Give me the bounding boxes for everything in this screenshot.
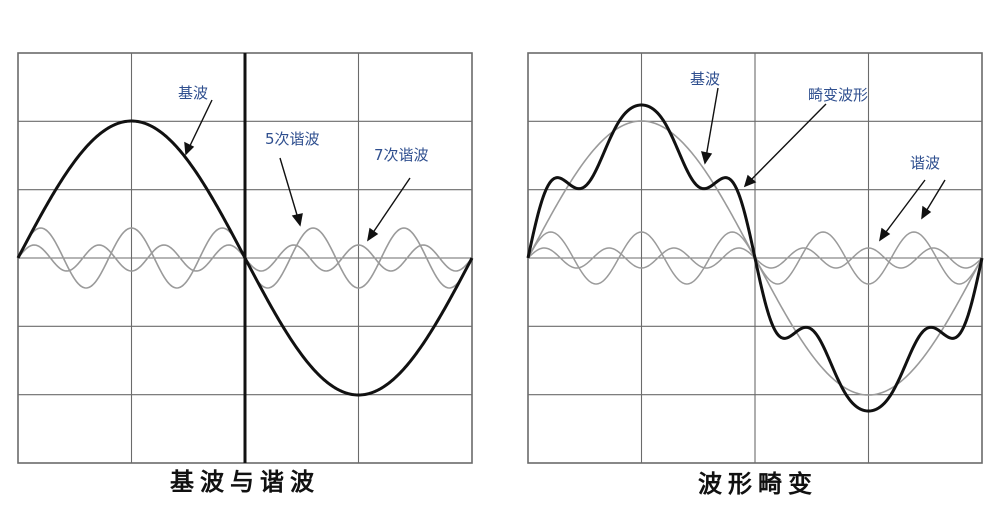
- arrow-to-right-fundamental: [704, 87, 719, 164]
- right-panel: 基波 畸变波形 谐波 波形畸变: [526, 52, 984, 498]
- right-label-fundamental: 基波: [690, 70, 720, 88]
- left-arrows: [184, 99, 411, 242]
- left-caption: 基波与谐波: [170, 467, 320, 496]
- arrow-to-right-distorted: [744, 103, 827, 187]
- arrow-to-right-harmonic-a: [879, 179, 926, 241]
- right-distorted-wave: [526, 103, 984, 413]
- arrow-to-left-harmonic5: [279, 157, 301, 226]
- arrow-head: [701, 151, 713, 165]
- arrow-head: [743, 174, 757, 188]
- right-arrows: [701, 87, 946, 242]
- left-label-harmonic5: 5次谐波: [265, 130, 320, 148]
- arrow-head: [291, 213, 303, 227]
- right-label-distorted: 畸变波形: [808, 86, 868, 104]
- arrow-head: [367, 227, 379, 242]
- arrow-to-left-harmonic7: [367, 177, 411, 241]
- left-label-harmonic7: 7次谐波: [374, 146, 429, 164]
- arrow-head: [184, 141, 195, 156]
- arrow-head: [921, 205, 932, 220]
- right-label-harmonic: 谐波: [910, 154, 940, 172]
- right-caption: 波形畸变: [698, 469, 818, 498]
- left-label-fundamental: 基波: [178, 84, 208, 102]
- arrow-head: [879, 227, 891, 242]
- left-panel: 基波 5次谐波 7次谐波 基波与谐波: [16, 52, 474, 496]
